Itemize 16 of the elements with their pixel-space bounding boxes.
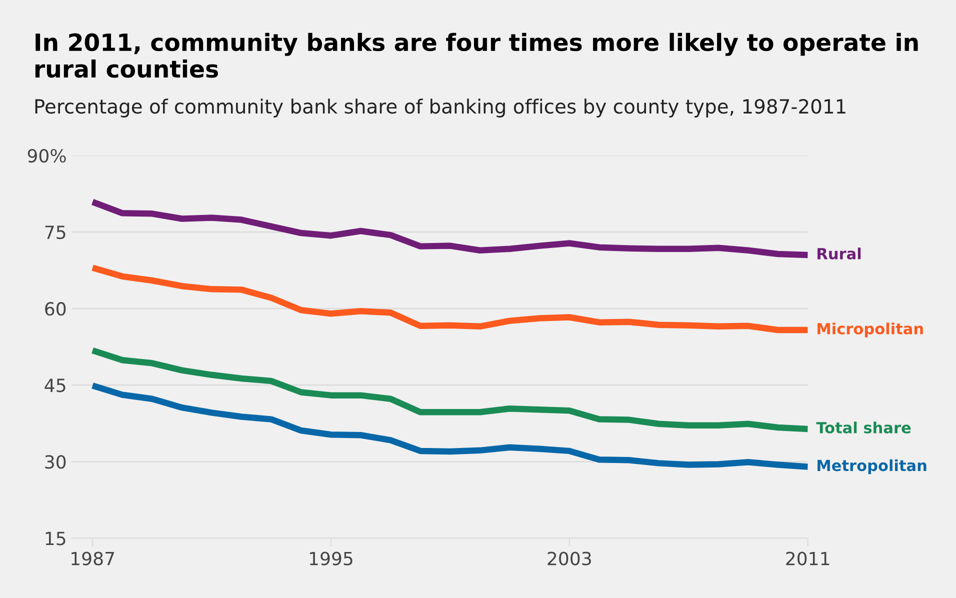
y-tick-label: 45: [44, 378, 66, 392]
series-label: Micropolitan: [818, 322, 923, 338]
series-label: Total share: [816, 422, 911, 434]
x-tick-label: 2011: [786, 552, 830, 566]
y-tick-label: 60: [45, 302, 66, 316]
x-tick-label: 1987: [72, 552, 114, 566]
chart-title: In 2011, community banks are four times more likely to operate in rural counties: [35, 32, 918, 78]
y-tick-label: 75: [45, 226, 66, 240]
chart-subtitle: Percentage of community bank share of banking offices by county type, 1987-2011: [35, 98, 846, 118]
series-label: Metropolitan: [818, 459, 926, 474]
y-tick-label: 15: [46, 532, 66, 546]
y-tick-label: 30: [45, 455, 66, 469]
series-label: Rural: [818, 248, 861, 260]
x-tick-label: 1995: [310, 552, 352, 566]
y-tick-label: 90%: [28, 148, 66, 163]
x-tick-label: 2003: [548, 552, 591, 566]
